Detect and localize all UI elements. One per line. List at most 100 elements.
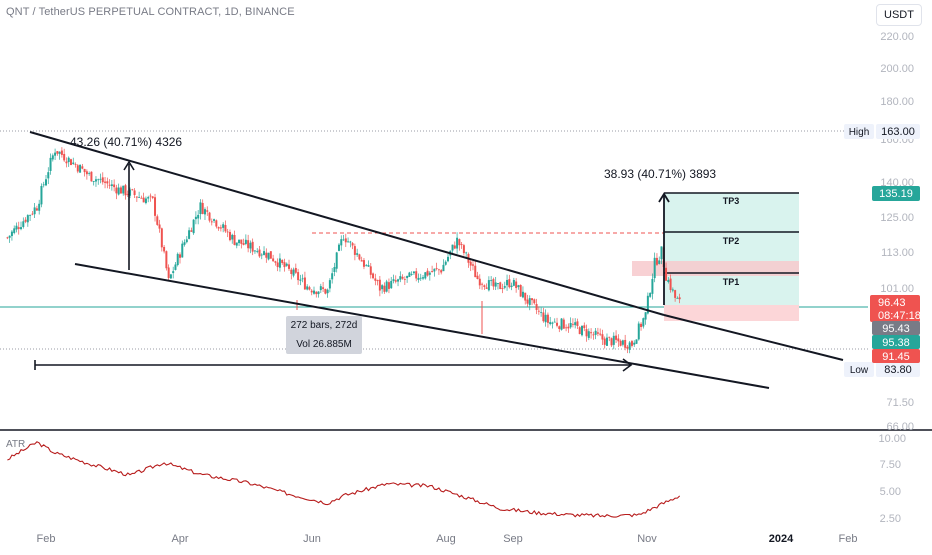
candle <box>644 312 647 320</box>
range-bars-text: 272 bars, 272d <box>290 320 358 331</box>
candle <box>603 338 606 345</box>
candle <box>85 171 88 175</box>
candle <box>658 260 661 264</box>
atr-axis[interactable]: 10.00 7.50 5.00 2.50 <box>878 433 906 525</box>
candle <box>238 239 241 244</box>
candle <box>599 333 602 335</box>
candle <box>194 216 197 220</box>
candle <box>406 275 409 279</box>
candle <box>294 267 297 273</box>
candle <box>565 327 568 329</box>
candle <box>197 214 200 219</box>
candle <box>665 267 668 281</box>
price-3-badge <box>872 335 920 349</box>
candle <box>60 150 63 155</box>
candle <box>140 197 143 199</box>
candle <box>390 280 393 289</box>
wedge-upper-trendline[interactable] <box>29 131 665 316</box>
candle <box>621 340 624 345</box>
candle <box>422 277 425 279</box>
candle <box>417 277 420 280</box>
candle <box>40 185 43 205</box>
atr-tick: 5.00 <box>880 486 901 498</box>
candle <box>358 254 361 260</box>
candle <box>74 164 77 165</box>
candle <box>474 265 477 278</box>
candle <box>210 221 213 223</box>
candle <box>546 314 549 323</box>
price-tick: 66.00 <box>886 421 914 433</box>
candle <box>542 312 545 322</box>
wedge-extension-line[interactable] <box>663 314 844 361</box>
atr-line <box>7 441 681 518</box>
candle <box>553 321 556 323</box>
candle <box>58 151 61 154</box>
candle <box>206 210 209 212</box>
candle <box>108 184 111 186</box>
price-2-badge <box>872 321 920 335</box>
candle <box>337 244 340 251</box>
candle <box>630 341 633 346</box>
candle <box>144 198 147 204</box>
range-info-box: 272 bars, 272d Vol 26.885M <box>286 316 362 354</box>
candle <box>263 251 266 255</box>
candle <box>512 279 515 286</box>
candle <box>213 219 216 221</box>
candle <box>129 189 132 196</box>
candle <box>578 327 581 335</box>
symbol-title[interactable]: QNT / TetherUS PERPETUAL CONTRACT, 1D, B… <box>6 6 295 18</box>
time-axis[interactable]: Feb Apr Jun Aug Sep Nov 2024 Feb <box>37 533 858 545</box>
current-price: 96.43 <box>878 297 906 309</box>
candle <box>308 287 311 290</box>
candle <box>374 278 377 281</box>
candle <box>149 195 152 197</box>
candle <box>156 216 159 225</box>
low-value: 83.80 <box>884 364 912 376</box>
candle <box>276 262 279 268</box>
candle <box>476 275 479 279</box>
candle <box>633 342 636 345</box>
stop-zone[interactable] <box>664 305 799 321</box>
candle <box>256 251 259 252</box>
candle <box>544 314 547 323</box>
candle <box>674 290 677 298</box>
candle <box>556 322 559 326</box>
measure-label-1: 43.26 (40.71%) 4326 <box>70 135 182 149</box>
candle <box>610 338 613 346</box>
candle <box>487 280 490 291</box>
candle <box>115 187 118 194</box>
candle <box>303 277 306 290</box>
candle <box>349 241 352 243</box>
range-vol-text: Vol 26.885M <box>296 339 352 350</box>
candle <box>344 238 347 243</box>
candle <box>335 252 338 269</box>
candle <box>285 263 288 266</box>
candle <box>492 279 495 287</box>
current-price-badge <box>870 295 920 322</box>
candle <box>435 268 438 269</box>
candle <box>372 273 375 279</box>
candle <box>288 264 291 269</box>
candle <box>403 278 406 280</box>
candle <box>181 243 184 258</box>
candle <box>465 252 468 254</box>
wedge-lower-trendline[interactable] <box>74 263 770 389</box>
candle <box>297 272 300 281</box>
target-zone[interactable] <box>664 193 799 305</box>
candle <box>469 261 472 266</box>
candle <box>126 193 129 195</box>
candle <box>667 279 670 282</box>
currency-button[interactable]: USDT <box>876 4 922 26</box>
candle <box>183 242 186 245</box>
candle <box>431 271 434 272</box>
candle <box>571 323 574 325</box>
candle <box>131 189 134 191</box>
candle <box>42 184 45 186</box>
tp3-price-badge <box>872 186 920 201</box>
candle <box>537 310 540 312</box>
candle <box>167 267 170 278</box>
candle <box>567 326 570 329</box>
candle <box>521 291 524 298</box>
